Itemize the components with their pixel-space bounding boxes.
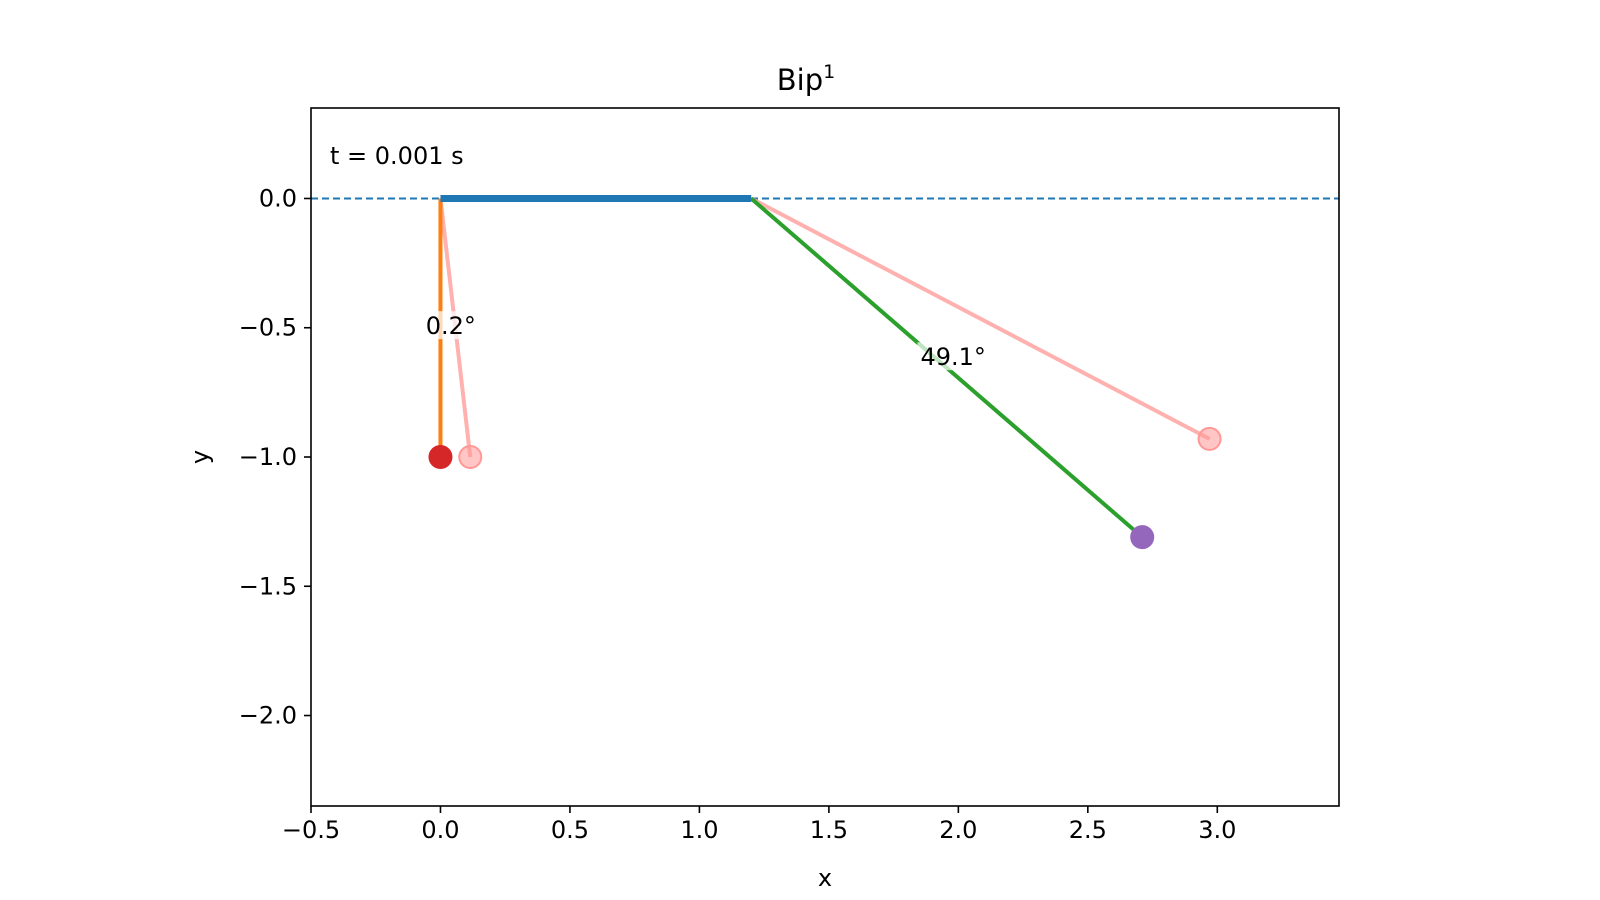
plot-area: t = 0.001 s 0.2° 49.1°	[310, 107, 1340, 807]
pendulum-2-ghost-rod	[750, 196, 1211, 441]
pendulum-1-angle-label-bg	[422, 311, 479, 340]
y-axis-label: y	[186, 450, 214, 464]
annotation-layer: t = 0.001 s 0.2° 49.1°	[330, 142, 989, 371]
pendulum-2-angle-label-bg	[917, 342, 989, 371]
chart-title: Bip1	[777, 61, 835, 97]
time-label: t = 0.001 s	[330, 142, 464, 170]
chart-title-superscript: 1	[823, 61, 835, 83]
x-axis-label: x	[818, 864, 832, 892]
pendulum-1-angle-label: 0.2°	[426, 312, 476, 340]
x-tick-label: 3.0	[1198, 816, 1236, 844]
pendulum-2-bob	[1130, 525, 1155, 550]
y-tick-label: −0.5	[239, 314, 297, 342]
y-tick-label: −2.0	[239, 702, 297, 730]
x-tick-label: 1.5	[810, 816, 848, 844]
pendulum-2-ghost-bob	[1197, 426, 1222, 451]
data-layer	[311, 194, 1339, 550]
x-tick-label: 1.0	[680, 816, 718, 844]
x-tick-label: 0.5	[551, 816, 589, 844]
x-axis: −0.5 0.0 0.5 1.0 1.5 2.0 2.5 3.0	[282, 806, 1236, 844]
y-axis: 0.0 −0.5 −1.0 −1.5 −2.0	[239, 184, 311, 730]
pendulum-1-bob	[428, 445, 453, 469]
x-tick-label: 2.0	[939, 816, 977, 844]
chart-title-text: Bip	[777, 63, 823, 97]
y-tick-label: 0.0	[259, 184, 297, 212]
x-tick-label: −0.5	[282, 816, 340, 844]
y-tick-label: −1.0	[239, 443, 297, 471]
pendulum-2-angle-label: 49.1°	[920, 343, 985, 371]
x-tick-label: 0.0	[421, 816, 459, 844]
pendulum-1-ghost-bob	[458, 445, 483, 469]
x-tick-label: 2.5	[1069, 816, 1107, 844]
y-tick-label: −1.5	[239, 572, 297, 600]
